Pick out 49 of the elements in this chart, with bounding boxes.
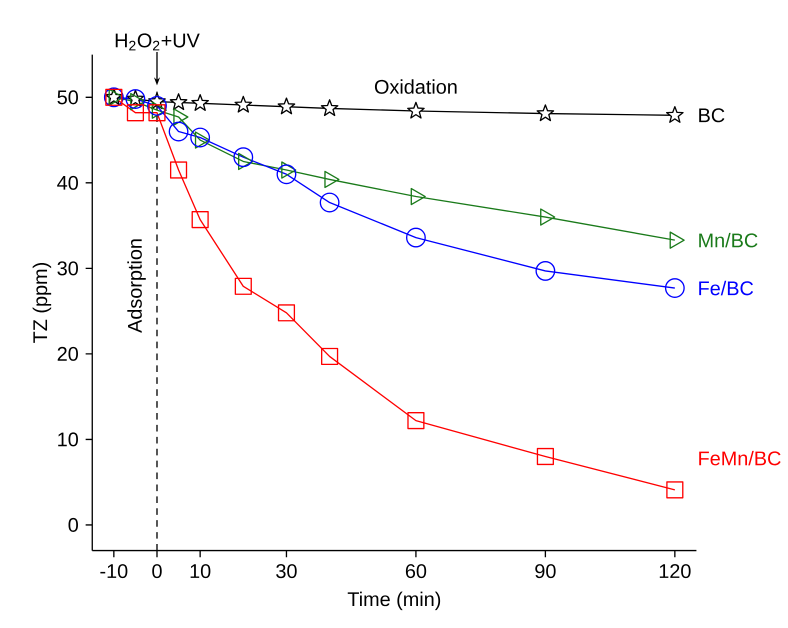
point: [666, 481, 684, 498]
point: [276, 164, 296, 184]
series-label: FeMn/BC: [699, 450, 781, 466]
y-axis-title: TZ (ppm): [32, 263, 52, 343]
series-label: BC: [699, 108, 724, 122]
y-tick-label: 50: [57, 90, 78, 104]
x-tick-label: 30: [276, 564, 297, 578]
point: [535, 261, 556, 281]
point: [536, 104, 554, 122]
annotation: Adsorption: [127, 239, 146, 333]
x-tick-label: 90: [535, 564, 556, 578]
point: [170, 161, 188, 179]
x-tick-label: 120: [660, 564, 691, 578]
point: [190, 128, 210, 148]
y-tick-label: 30: [57, 261, 78, 276]
annotation: Oxidation: [374, 79, 457, 94]
point: [192, 211, 209, 228]
point: [234, 96, 252, 113]
point: [320, 192, 340, 212]
y-tick-label: 20: [58, 346, 78, 361]
y-tick-label: 0: [68, 518, 78, 532]
point: [666, 106, 684, 123]
y-tick-label: 40: [57, 176, 78, 190]
point: [278, 304, 296, 322]
point: [170, 93, 188, 110]
point: [321, 348, 338, 366]
point: [406, 228, 426, 248]
x-tick-label: 0: [152, 564, 162, 578]
point: [320, 99, 338, 116]
x-tick-label: -10: [100, 564, 128, 578]
x-tick-label: 60: [406, 564, 426, 578]
point: [191, 94, 209, 111]
point: [407, 412, 425, 430]
point: [278, 97, 296, 114]
point: [168, 122, 188, 142]
point: [234, 278, 252, 295]
point: [536, 448, 554, 466]
point: [147, 96, 167, 116]
ref-line-label: H$_{2}$O$_{2}$+UV: [116, 33, 200, 50]
point: [148, 104, 166, 122]
series-label: Fe/BC: [699, 280, 754, 296]
x-tick-label: 10: [190, 564, 210, 578]
series-label: Mn/BC: [699, 232, 758, 248]
point: [233, 147, 254, 168]
point: [664, 278, 685, 298]
x-axis-title: Time (min): [348, 592, 440, 610]
y-tick-label: 10: [58, 432, 78, 446]
point: [407, 102, 425, 119]
point: [126, 104, 144, 122]
